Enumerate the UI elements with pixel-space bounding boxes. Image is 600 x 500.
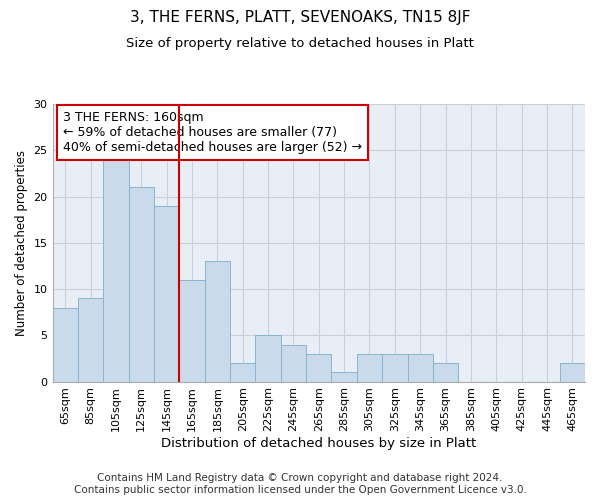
Text: Size of property relative to detached houses in Platt: Size of property relative to detached ho… [126, 38, 474, 51]
Bar [433, 363, 458, 382]
Y-axis label: Number of detached properties: Number of detached properties [15, 150, 28, 336]
Bar [256, 336, 281, 382]
Bar [331, 372, 357, 382]
Bar [306, 354, 331, 382]
Bar [78, 298, 103, 382]
Bar [128, 188, 154, 382]
X-axis label: Distribution of detached houses by size in Platt: Distribution of detached houses by size … [161, 437, 476, 450]
Bar [103, 150, 128, 382]
Bar [281, 344, 306, 382]
Text: 3 THE FERNS: 160sqm
← 59% of detached houses are smaller (77)
40% of semi-detach: 3 THE FERNS: 160sqm ← 59% of detached ho… [63, 111, 362, 154]
Bar [560, 363, 585, 382]
Bar [382, 354, 407, 382]
Bar [357, 354, 382, 382]
Bar [154, 206, 179, 382]
Text: Contains HM Land Registry data © Crown copyright and database right 2024.
Contai: Contains HM Land Registry data © Crown c… [74, 474, 526, 495]
Bar [407, 354, 433, 382]
Bar [230, 363, 256, 382]
Bar [53, 308, 78, 382]
Bar [179, 280, 205, 382]
Text: 3, THE FERNS, PLATT, SEVENOAKS, TN15 8JF: 3, THE FERNS, PLATT, SEVENOAKS, TN15 8JF [130, 10, 470, 25]
Bar [205, 262, 230, 382]
